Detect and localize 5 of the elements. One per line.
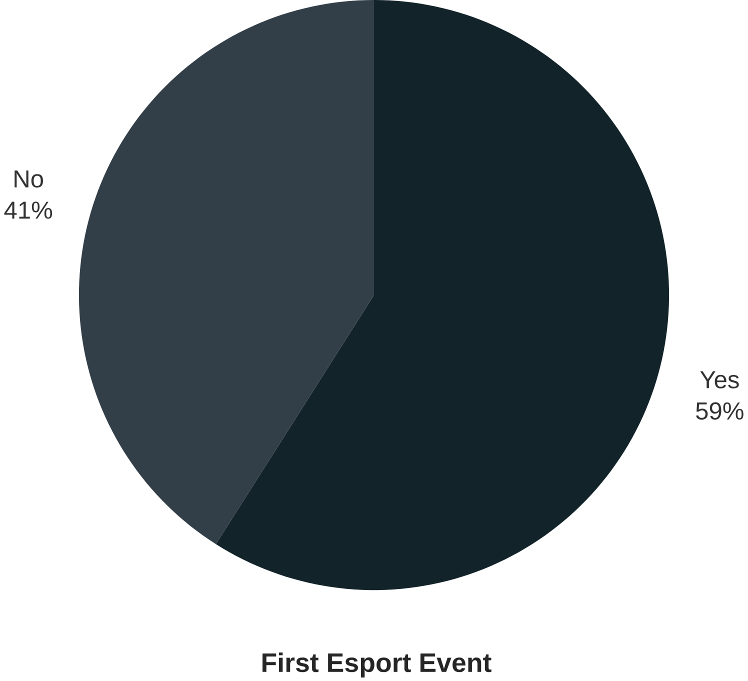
- slice-label: No: [14, 170, 44, 188]
- data-label: 41%: [4, 201, 52, 219]
- text: First Esport Event: [262, 652, 492, 678]
- slice-label: Yes: [700, 371, 739, 388]
- data-label: 59%: [696, 402, 744, 420]
